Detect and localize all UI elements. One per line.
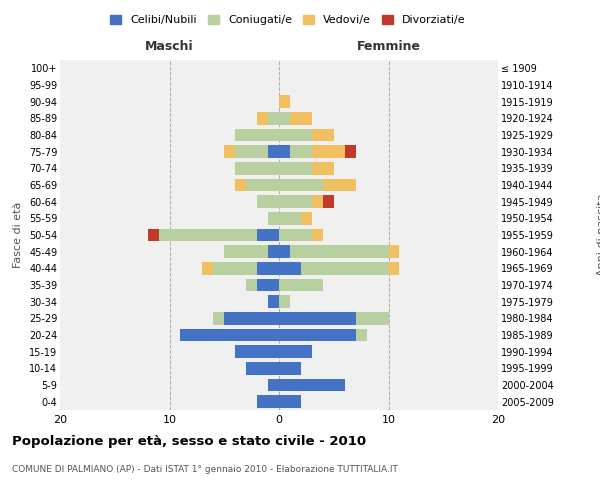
Bar xyxy=(257,262,279,274)
Bar xyxy=(290,112,312,124)
Bar xyxy=(279,212,301,224)
Bar xyxy=(235,162,279,174)
Text: Maschi: Maschi xyxy=(145,40,194,52)
Bar xyxy=(181,329,279,341)
Text: Femmine: Femmine xyxy=(356,40,421,52)
Bar xyxy=(158,229,257,241)
Bar xyxy=(279,346,312,358)
Bar xyxy=(356,312,389,324)
Bar xyxy=(235,179,246,192)
Bar xyxy=(290,246,389,258)
Bar xyxy=(257,229,279,241)
Text: COMUNE DI PALMIANO (AP) - Dati ISTAT 1° gennaio 2010 - Elaborazione TUTTITALIA.I: COMUNE DI PALMIANO (AP) - Dati ISTAT 1° … xyxy=(12,465,398,474)
Bar xyxy=(279,162,312,174)
Y-axis label: Fasce di età: Fasce di età xyxy=(13,202,23,268)
Legend: Celibi/Nubili, Coniugati/e, Vedovi/e, Divorziati/e: Celibi/Nubili, Coniugati/e, Vedovi/e, Di… xyxy=(106,10,470,30)
Bar xyxy=(345,146,356,158)
Bar xyxy=(389,246,400,258)
Bar xyxy=(257,279,279,291)
Bar xyxy=(279,246,290,258)
Bar xyxy=(301,262,389,274)
Bar xyxy=(235,346,279,358)
Bar xyxy=(279,96,290,108)
Bar xyxy=(279,329,356,341)
Bar xyxy=(214,262,257,274)
Bar xyxy=(257,396,279,408)
Bar xyxy=(148,229,158,241)
Bar xyxy=(268,212,279,224)
Bar xyxy=(279,229,312,241)
Bar xyxy=(268,379,279,391)
Bar xyxy=(246,179,279,192)
Bar xyxy=(279,262,301,274)
Bar xyxy=(312,162,334,174)
Bar xyxy=(279,129,312,141)
Bar xyxy=(312,129,334,141)
Bar xyxy=(356,329,367,341)
Bar xyxy=(279,196,312,208)
Bar xyxy=(224,146,235,158)
Bar xyxy=(224,246,268,258)
Bar xyxy=(389,262,400,274)
Bar xyxy=(202,262,214,274)
Bar xyxy=(268,146,279,158)
Bar xyxy=(224,312,279,324)
Bar xyxy=(323,196,334,208)
Bar xyxy=(312,196,323,208)
Bar xyxy=(323,179,356,192)
Bar xyxy=(312,229,323,241)
Bar xyxy=(268,296,279,308)
Bar xyxy=(312,146,345,158)
Bar xyxy=(268,246,279,258)
Bar xyxy=(214,312,224,324)
Bar xyxy=(235,146,268,158)
Bar xyxy=(257,196,279,208)
Bar xyxy=(290,146,312,158)
Y-axis label: Anni di nascita: Anni di nascita xyxy=(597,194,600,276)
Bar xyxy=(279,112,290,124)
Bar xyxy=(279,396,301,408)
Bar xyxy=(268,112,279,124)
Bar xyxy=(279,296,290,308)
Bar xyxy=(279,146,290,158)
Text: Popolazione per età, sesso e stato civile - 2010: Popolazione per età, sesso e stato civil… xyxy=(12,435,366,448)
Bar xyxy=(279,279,323,291)
Bar xyxy=(246,362,279,374)
Bar xyxy=(246,279,257,291)
Bar xyxy=(279,362,301,374)
Bar xyxy=(279,379,345,391)
Bar xyxy=(257,112,268,124)
Bar xyxy=(301,212,312,224)
Bar xyxy=(235,129,279,141)
Bar xyxy=(279,312,356,324)
Bar xyxy=(279,179,323,192)
